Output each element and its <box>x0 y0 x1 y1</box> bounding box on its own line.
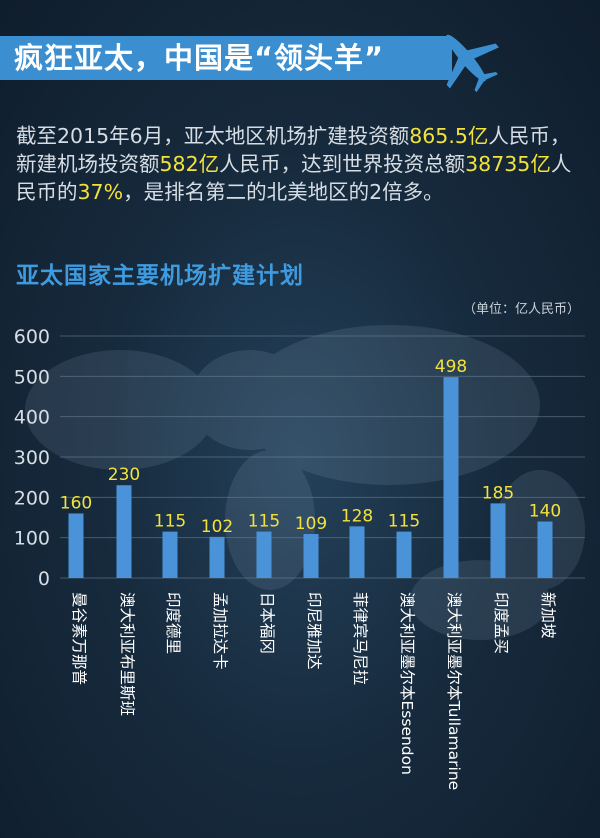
x-category-label: 澳大利亚墨尔本Tullamarine <box>445 592 463 790</box>
bar-value-label: 140 <box>529 502 561 522</box>
bar <box>209 536 225 578</box>
x-category-label: 印尼雅加达 <box>305 592 323 670</box>
bar-value-label: 109 <box>295 514 327 534</box>
y-tick-label: 200 <box>14 487 50 509</box>
intro-text-2: 人民币，新建机场投资额 <box>16 124 571 176</box>
x-category-label: 日本福冈 <box>258 592 276 654</box>
bar <box>490 503 506 578</box>
y-tick-label: 500 <box>14 366 50 388</box>
intro-value-new-airports: 582亿 <box>159 152 220 176</box>
bar-value-label: 102 <box>201 517 233 537</box>
bar <box>349 526 365 578</box>
world-map-background <box>25 325 585 640</box>
bar <box>537 521 553 578</box>
intro-paragraph: 截至2015年6月，亚太地区机场扩建投资额865.5亿人民币，新建机场投资额58… <box>16 122 588 206</box>
bar <box>116 485 132 578</box>
chart-unit-label: （单位：亿人民币） <box>462 302 580 317</box>
x-category-label: 曼谷素万那普 <box>70 592 88 685</box>
y-tick-label: 100 <box>14 528 50 550</box>
airplane-icon <box>446 34 499 92</box>
y-tick-label: 400 <box>14 407 50 429</box>
intro-value-world-total: 38735亿 <box>465 152 551 176</box>
bar-value-label: 230 <box>108 465 140 485</box>
bar <box>256 531 272 578</box>
bar-value-label: 185 <box>482 483 514 503</box>
intro-text-3: 人民币，达到世界投资总额 <box>219 152 466 176</box>
x-category-label: 印度孟买 <box>492 592 510 654</box>
x-category-label: 菲律宾马尼拉 <box>351 592 369 685</box>
bar-value-label: 115 <box>388 512 420 532</box>
bar-value-label: 115 <box>248 512 280 532</box>
y-tick-label: 0 <box>38 568 50 590</box>
intro-value-airport-expansion: 865.5亿 <box>409 124 489 148</box>
bar-value-label: 128 <box>341 506 373 526</box>
x-category-label: 印度德里 <box>164 592 182 654</box>
bar-value-label: 160 <box>60 493 92 513</box>
intro-value-share: 37% <box>77 180 124 204</box>
y-tick-label: 600 <box>14 326 50 348</box>
bar <box>68 513 84 578</box>
x-category-label: 澳大利亚墨尔本Essendon <box>398 592 416 775</box>
header-band <box>0 36 452 80</box>
x-category-label: 澳大利亚布里斯班 <box>118 592 136 716</box>
bar-value-label: 115 <box>154 512 186 532</box>
x-category-label: 孟加拉达卡 <box>211 592 229 670</box>
intro-text-4: 人民币的 <box>16 152 572 204</box>
bar-value-label: 498 <box>435 357 467 377</box>
x-category-label: 新加坡 <box>539 592 557 639</box>
intro-text-5: ，是排名第二的北美地区的2倍多。 <box>123 180 444 204</box>
bar <box>396 531 412 578</box>
bar <box>303 534 319 578</box>
y-tick-label: 300 <box>14 447 50 469</box>
bar <box>443 377 459 578</box>
page-title: 疯狂亚太，中国是“领头羊” <box>14 41 385 75</box>
intro-text-1: 截至2015年6月，亚太地区机场扩建投资额 <box>16 124 410 148</box>
chart-title: 亚太国家主要机场扩建计划 <box>16 263 304 289</box>
bar <box>162 531 178 578</box>
